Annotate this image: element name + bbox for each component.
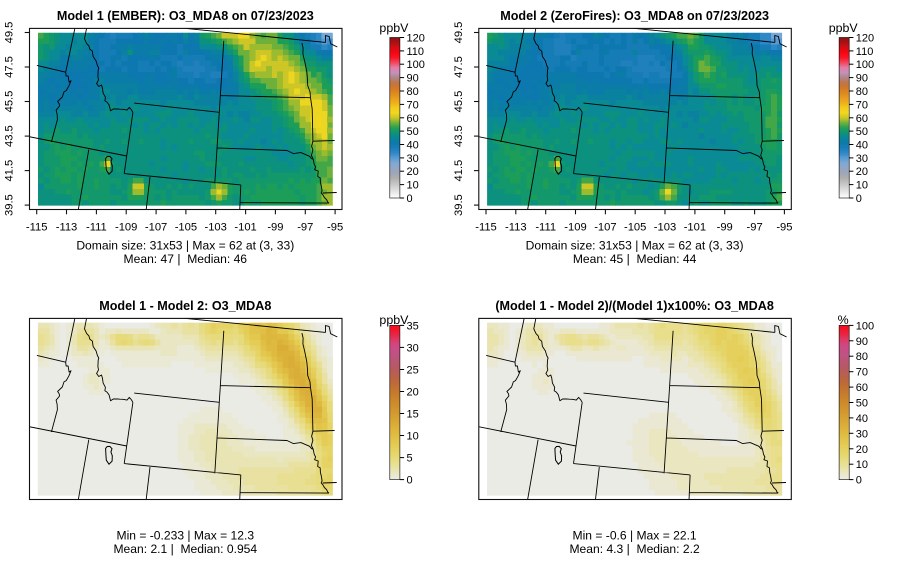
svg-text:100: 100 — [856, 320, 874, 332]
svg-text:(Model 1 - Model 2)/(Model 1)x: (Model 1 - Model 2)/(Model 1)x100%: O3_M… — [495, 299, 774, 313]
svg-text:Mean: 4.3 | Median: 2.2: Mean: 4.3 | Median: 2.2 — [569, 542, 699, 556]
svg-text:110: 110 — [407, 46, 425, 58]
svg-text:35: 35 — [407, 320, 419, 332]
svg-text:-107: -107 — [594, 222, 616, 234]
svg-text:-107: -107 — [145, 222, 167, 234]
svg-text:49.5: 49.5 — [453, 22, 465, 44]
svg-text:0: 0 — [856, 475, 862, 487]
svg-text:70: 70 — [407, 99, 419, 111]
svg-text:41.5: 41.5 — [453, 160, 465, 182]
svg-text:-105: -105 — [175, 222, 197, 234]
svg-text:100: 100 — [856, 59, 874, 71]
svg-text:49.5: 49.5 — [4, 22, 16, 44]
svg-text:70: 70 — [856, 99, 868, 111]
svg-text:-109: -109 — [115, 222, 137, 234]
svg-text:10: 10 — [856, 180, 868, 192]
svg-text:110: 110 — [856, 46, 874, 58]
svg-text:Min = -0.6 | Max = 22.1: Min = -0.6 | Max = 22.1 — [573, 529, 697, 543]
svg-text:Model 2 (ZeroFires): O3_MDA8 o: Model 2 (ZeroFires): O3_MDA8 on 07/23/20… — [500, 9, 769, 23]
svg-text:-101: -101 — [684, 222, 706, 234]
svg-text:90: 90 — [407, 73, 419, 85]
svg-text:43.5: 43.5 — [453, 125, 465, 147]
svg-text:30: 30 — [856, 428, 868, 440]
svg-text:-97: -97 — [747, 222, 763, 234]
svg-text:40: 40 — [856, 413, 868, 425]
svg-text:Model 1 (EMBER): O3_MDA8 on 07: Model 1 (EMBER): O3_MDA8 on 07/23/2023 — [57, 9, 314, 23]
svg-text:20: 20 — [856, 444, 868, 456]
svg-text:-103: -103 — [204, 222, 226, 234]
svg-text:20: 20 — [407, 166, 419, 178]
svg-text:80: 80 — [407, 86, 419, 98]
svg-text:47.5: 47.5 — [4, 56, 16, 78]
svg-text:ppbV: ppbV — [829, 21, 859, 35]
svg-text:20: 20 — [407, 387, 419, 399]
svg-text:10: 10 — [407, 180, 419, 192]
svg-text:ppbV: ppbV — [379, 313, 409, 327]
svg-text:41.5: 41.5 — [4, 160, 16, 182]
svg-text:30: 30 — [407, 153, 419, 165]
svg-text:70: 70 — [856, 367, 868, 379]
svg-text:10: 10 — [856, 459, 868, 471]
svg-text:-111: -111 — [86, 222, 107, 234]
svg-text:47.5: 47.5 — [453, 56, 465, 78]
svg-text:50: 50 — [856, 398, 868, 410]
svg-text:80: 80 — [856, 86, 868, 98]
svg-text:-115: -115 — [26, 222, 48, 234]
svg-text:120: 120 — [407, 33, 425, 45]
svg-text:-111: -111 — [535, 222, 556, 234]
svg-text:%: % — [838, 313, 849, 327]
svg-text:90: 90 — [856, 73, 868, 85]
svg-text:-113: -113 — [505, 222, 527, 234]
svg-text:40: 40 — [407, 140, 419, 152]
svg-text:0: 0 — [407, 193, 413, 205]
svg-text:-103: -103 — [654, 222, 676, 234]
svg-text:-105: -105 — [624, 222, 646, 234]
svg-text:-99: -99 — [717, 222, 733, 234]
svg-text:50: 50 — [856, 126, 868, 138]
svg-text:Mean: 2.1 | Median: 0.954: Mean: 2.1 | Median: 0.954 — [113, 542, 257, 556]
svg-text:-115: -115 — [475, 222, 497, 234]
svg-text:-97: -97 — [297, 222, 313, 234]
svg-text:25: 25 — [407, 365, 419, 377]
svg-text:-113: -113 — [56, 222, 78, 234]
svg-text:60: 60 — [856, 382, 868, 394]
svg-text:30: 30 — [407, 342, 419, 354]
svg-text:10: 10 — [407, 431, 419, 443]
svg-text:80: 80 — [856, 351, 868, 363]
svg-text:45.5: 45.5 — [453, 91, 465, 113]
svg-text:43.5: 43.5 — [4, 125, 16, 147]
svg-text:39.5: 39.5 — [4, 194, 16, 216]
svg-text:60: 60 — [856, 113, 868, 125]
svg-text:Min = -0.233 | Max = 12.3: Min = -0.233 | Max = 12.3 — [117, 529, 255, 543]
svg-text:Mean: 45 | Median: 44: Mean: 45 | Median: 44 — [573, 252, 697, 266]
svg-text:ppbV: ppbV — [379, 21, 409, 35]
svg-text:120: 120 — [856, 33, 874, 45]
svg-text:60: 60 — [407, 113, 419, 125]
svg-text:20: 20 — [856, 166, 868, 178]
svg-text:30: 30 — [856, 153, 868, 165]
svg-text:50: 50 — [407, 126, 419, 138]
svg-text:Domain size: 31x53 | Max = 62: Domain size: 31x53 | Max = 62 at (3, 33) — [526, 239, 744, 253]
svg-text:40: 40 — [856, 140, 868, 152]
svg-text:Mean: 47 | Median: 46: Mean: 47 | Median: 46 — [124, 252, 248, 266]
svg-text:90: 90 — [856, 336, 868, 348]
svg-text:Model 1 - Model 2: O3_MDA8: Model 1 - Model 2: O3_MDA8 — [99, 299, 271, 313]
svg-text:Domain size: 31x53 | Max = 62: Domain size: 31x53 | Max = 62 at (3, 33) — [76, 239, 294, 253]
svg-text:-109: -109 — [564, 222, 586, 234]
svg-text:-95: -95 — [327, 222, 343, 234]
svg-text:-101: -101 — [234, 222, 256, 234]
svg-text:0: 0 — [407, 475, 413, 487]
svg-text:5: 5 — [407, 453, 413, 465]
svg-text:39.5: 39.5 — [453, 194, 465, 216]
svg-text:-99: -99 — [267, 222, 283, 234]
svg-text:45.5: 45.5 — [4, 91, 16, 113]
svg-text:15: 15 — [407, 409, 419, 421]
svg-text:0: 0 — [856, 193, 862, 205]
svg-text:-95: -95 — [776, 222, 792, 234]
svg-text:100: 100 — [407, 59, 425, 71]
